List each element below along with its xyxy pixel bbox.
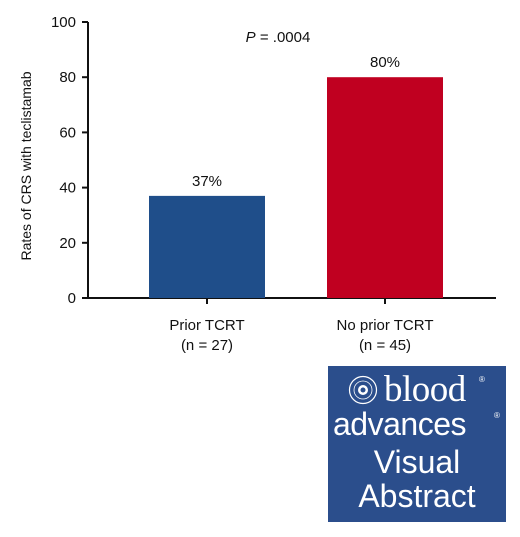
- x-axis: Prior TCRT (n = 27) No prior TCRT (n = 45): [88, 297, 496, 354]
- logo-visual: Visual: [373, 444, 461, 480]
- x-category-label: No prior TCRT: [337, 317, 434, 334]
- y-axis: 0 20 40 60 80 100: [51, 14, 89, 307]
- x-category-label: Prior TCRT: [169, 317, 244, 334]
- x-category-sublabel: (n = 45): [359, 337, 411, 354]
- logo-abstract: Abstract: [358, 478, 476, 514]
- bars: 37% 80%: [149, 54, 443, 298]
- x-category-sublabel: (n = 27): [181, 337, 233, 354]
- bar-1: [149, 195, 265, 298]
- y-tick-label: 100: [51, 14, 76, 31]
- logo-blood: blood: [384, 369, 466, 410]
- y-tick-label: 20: [59, 235, 76, 252]
- p-value: = .0004: [256, 29, 311, 46]
- y-tick-label: 40: [59, 180, 76, 197]
- registered-mark: ®: [494, 411, 500, 420]
- society-seal-icon: [348, 375, 378, 405]
- y-tick-label: 0: [68, 290, 76, 307]
- bar-chart: 0 20 40 60 80 100 Prior TCRT (n = 27) No prior …: [18, 14, 496, 354]
- p-value-annotation: P = .0004: [246, 29, 311, 46]
- registered-mark: ®: [479, 375, 485, 384]
- bar-2: [327, 77, 443, 298]
- p-symbol: P: [246, 29, 256, 46]
- y-axis-label: Rates of CRS with teclistamab: [18, 71, 34, 260]
- blood-advances-visual-abstract-logo: blood ® advances ® Visual Abstract: [328, 366, 506, 522]
- data-label: 37%: [192, 173, 222, 190]
- y-tick-label: 60: [59, 124, 76, 141]
- logo-advances: advances: [333, 406, 466, 442]
- y-tick-label: 80: [59, 69, 76, 86]
- data-label: 80%: [370, 54, 400, 71]
